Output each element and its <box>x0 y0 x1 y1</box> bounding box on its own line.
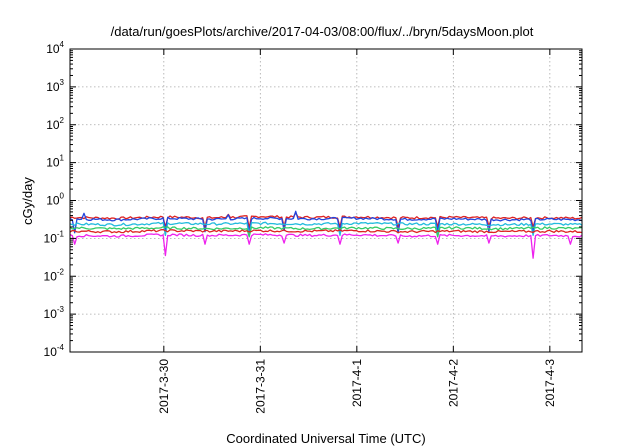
x-tick-label: 2017-3-31 <box>253 359 267 414</box>
series-line-1 <box>69 212 583 229</box>
x-tick-label: 2017-4-2 <box>446 359 460 407</box>
x-axis-label: Coordinated Universal Time (UTC) <box>226 431 425 446</box>
series-line-3 <box>69 221 583 237</box>
series-line-2 <box>69 210 583 234</box>
x-axis-ticks: 2017-3-30 2017-3-31 2017-4-1 2017-4-2 2017-4… <box>157 49 557 414</box>
x-tick-label: 2017-4-3 <box>543 359 557 407</box>
x-tick-label: 2017-4-1 <box>350 359 364 407</box>
chart-title: /data/run/goesPlots/archive/2017-04-03/0… <box>111 24 534 39</box>
y-axis-ticks: 10-4 10-3 10-2 10-1 100 101 102 103 104 <box>44 40 582 359</box>
series-line-6 <box>69 233 583 259</box>
y-tick-label: 10-3 <box>44 305 65 321</box>
y-tick-label: 10-2 <box>44 267 65 283</box>
x-tick-label: 2017-3-30 <box>157 359 171 414</box>
series-line-5 <box>69 228 583 234</box>
y-tick-label: 101 <box>46 154 64 170</box>
y-tick-label: 102 <box>46 116 64 132</box>
y-tick-label: 104 <box>46 40 64 56</box>
y-tick-label: 10-4 <box>44 343 65 359</box>
series-group <box>69 210 583 259</box>
y-axis-label: cGy/day <box>20 177 35 225</box>
series-line-4 <box>69 226 582 238</box>
grid <box>70 49 582 352</box>
y-tick-label: 103 <box>46 78 64 94</box>
y-tick-label: 100 <box>46 192 64 208</box>
y-tick-label: 10-1 <box>44 229 65 245</box>
